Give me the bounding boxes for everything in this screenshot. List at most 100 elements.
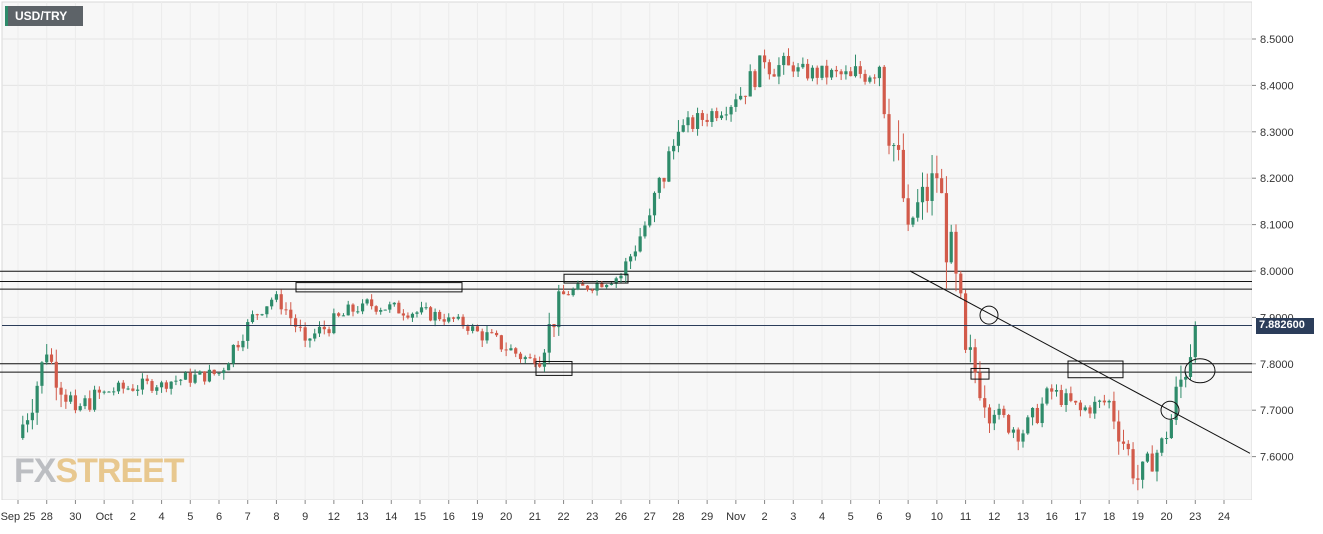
candle-body	[438, 311, 442, 320]
candle-body	[356, 311, 360, 313]
candle-body	[1050, 388, 1054, 392]
candle-body	[169, 381, 173, 389]
candle-body	[466, 326, 470, 331]
candle-body	[528, 357, 532, 359]
candle-body	[442, 319, 446, 322]
x-tick-label: 12	[988, 511, 1000, 523]
x-tick-label: 22	[557, 511, 569, 523]
candle-body	[762, 55, 767, 63]
candle-body	[734, 99, 738, 107]
candle-body	[406, 315, 410, 318]
candle-body	[1035, 407, 1039, 424]
y-tick-label: 8.0000	[1260, 266, 1294, 278]
candle-body	[605, 284, 609, 288]
candle-body	[289, 309, 293, 319]
x-tick-label: 18	[1103, 511, 1115, 523]
candle-body	[203, 371, 207, 382]
candle-body	[293, 318, 298, 327]
candle-body	[949, 231, 953, 263]
candle-body	[30, 412, 34, 421]
candle-body	[868, 77, 872, 82]
candle-body	[561, 291, 566, 295]
candle-body	[183, 372, 188, 380]
symbol-label: USD/TRY	[15, 9, 68, 23]
candle-body	[332, 313, 336, 334]
reaction-circle	[979, 305, 999, 325]
y-axis-panel	[1252, 0, 1323, 529]
candle-body	[1169, 419, 1173, 439]
x-tick-label: 10	[931, 511, 943, 523]
candle-body	[767, 62, 771, 75]
candle-body	[643, 225, 647, 237]
reaction-circle	[1184, 358, 1216, 384]
candle-body	[415, 312, 419, 314]
candle-body	[1160, 438, 1164, 453]
candle-body	[284, 309, 288, 311]
candle-body	[806, 63, 810, 79]
candle-body	[471, 326, 475, 331]
candle-body	[112, 391, 116, 393]
candle-body	[1054, 390, 1059, 392]
symbol-badge: USD/TRY	[5, 6, 83, 26]
x-tick-label: 2	[130, 511, 136, 523]
candle-body	[638, 236, 642, 252]
x-tick-label: 8	[273, 511, 279, 523]
candle-body	[392, 302, 396, 305]
candle-body	[595, 282, 599, 291]
candle-body	[786, 55, 791, 66]
candle-body	[705, 119, 709, 122]
candle-body	[456, 316, 460, 319]
candle-body	[1126, 443, 1130, 450]
candle-body	[547, 324, 551, 353]
candle-body	[829, 69, 834, 78]
x-tick-label: 4	[819, 511, 825, 523]
candle-body	[35, 385, 39, 413]
reaction-circle	[1160, 400, 1180, 420]
candle-body	[360, 303, 365, 312]
candle-body	[571, 289, 575, 296]
candle-body	[1074, 400, 1078, 403]
candle-body	[1045, 388, 1049, 404]
candle-body	[480, 331, 484, 341]
candle-body	[839, 71, 843, 75]
candle-body	[236, 344, 240, 348]
candle-body	[777, 65, 781, 77]
candle-body	[64, 394, 68, 402]
candle-body	[538, 363, 542, 367]
x-tick-label: 29	[701, 511, 713, 523]
candle-body	[896, 145, 901, 150]
candle-body	[810, 67, 815, 79]
candle-body	[274, 294, 279, 300]
x-tick-label: 5	[848, 511, 854, 523]
candle-body	[255, 314, 259, 316]
candle-body	[155, 387, 159, 391]
candle-body	[1112, 400, 1116, 422]
candle-body	[940, 178, 944, 194]
candle-body	[628, 256, 633, 262]
candle-body	[49, 354, 54, 362]
x-tick-label: 16	[1046, 511, 1058, 523]
candle-body	[533, 358, 537, 364]
candle-body	[662, 177, 666, 182]
candle-body	[624, 261, 628, 276]
candle-body	[585, 285, 590, 290]
candle-body	[475, 326, 480, 332]
candle-body	[207, 369, 212, 382]
candle-body	[97, 389, 101, 393]
x-tick-label: 23	[586, 511, 598, 523]
x-axis-panel	[0, 500, 1252, 529]
range-box	[970, 367, 990, 380]
candle-body	[279, 294, 283, 310]
x-tick-label: 11	[960, 511, 971, 523]
candle-body	[1007, 415, 1011, 433]
candle-body	[193, 374, 197, 383]
x-tick-label: 12	[328, 511, 340, 523]
candle-body	[715, 111, 719, 119]
candle-body	[719, 115, 724, 119]
candle-body	[514, 348, 518, 354]
candle-body	[820, 65, 824, 78]
candle-body	[633, 251, 637, 257]
candle-body	[892, 145, 896, 147]
